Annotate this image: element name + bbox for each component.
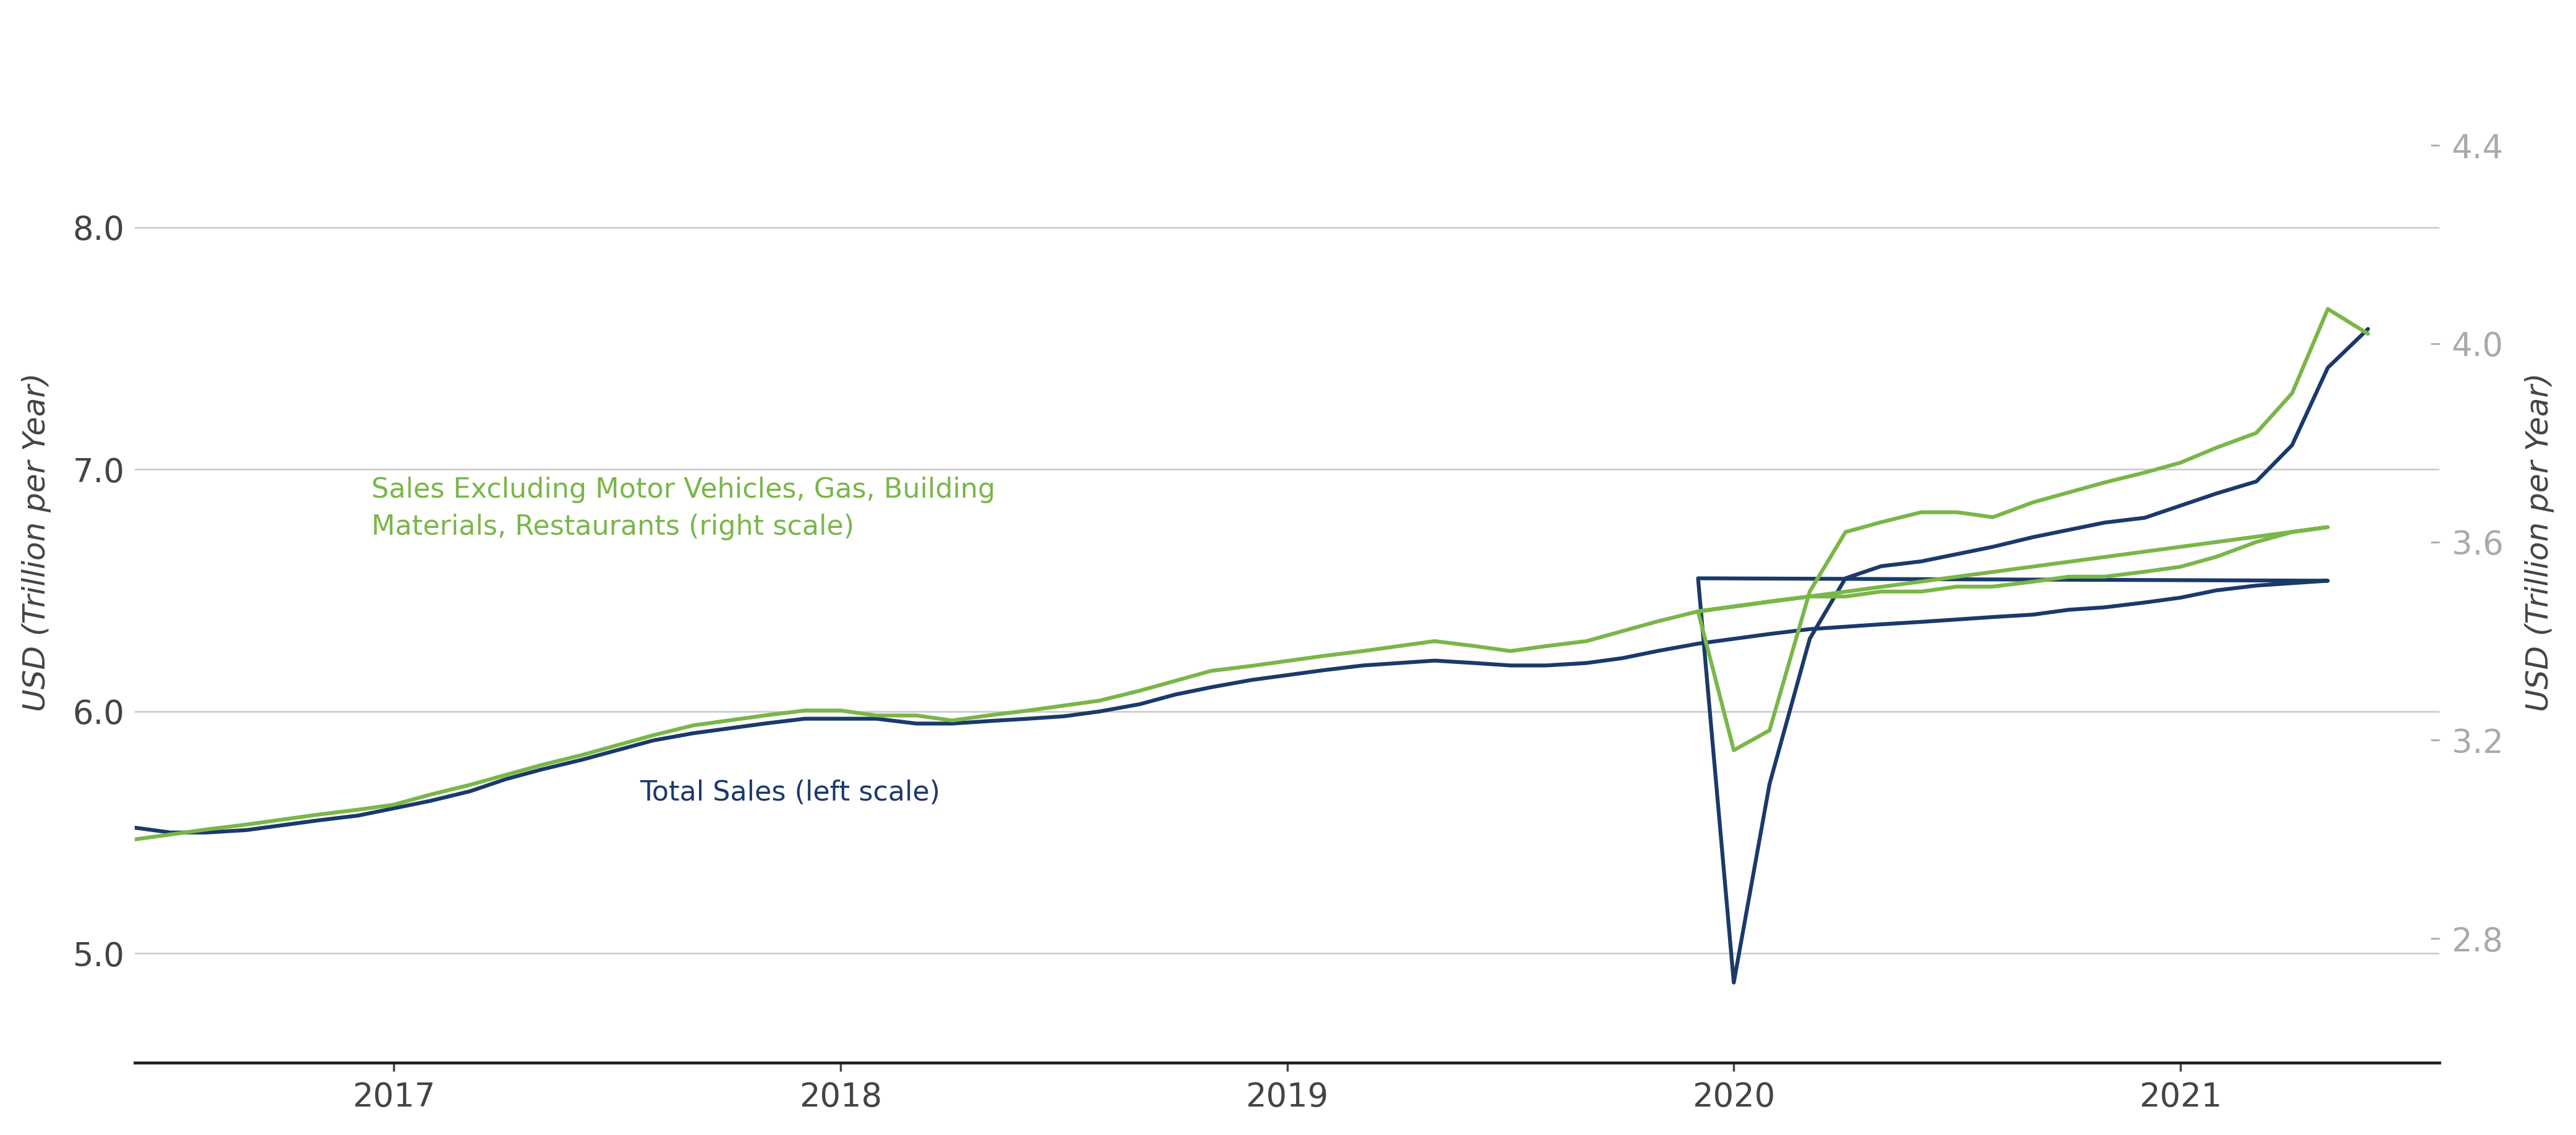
Y-axis label: USD (Trillion per Year): USD (Trillion per Year): [2524, 372, 2555, 712]
Y-axis label: USD (Trillion per Year): USD (Trillion per Year): [21, 372, 52, 712]
Text: Sales Excluding Motor Vehicles, Gas, Building
Materials, Restaurants (right scal: Sales Excluding Motor Vehicles, Gas, Bui…: [371, 477, 994, 540]
Text: Total Sales (left scale): Total Sales (left scale): [639, 780, 940, 806]
